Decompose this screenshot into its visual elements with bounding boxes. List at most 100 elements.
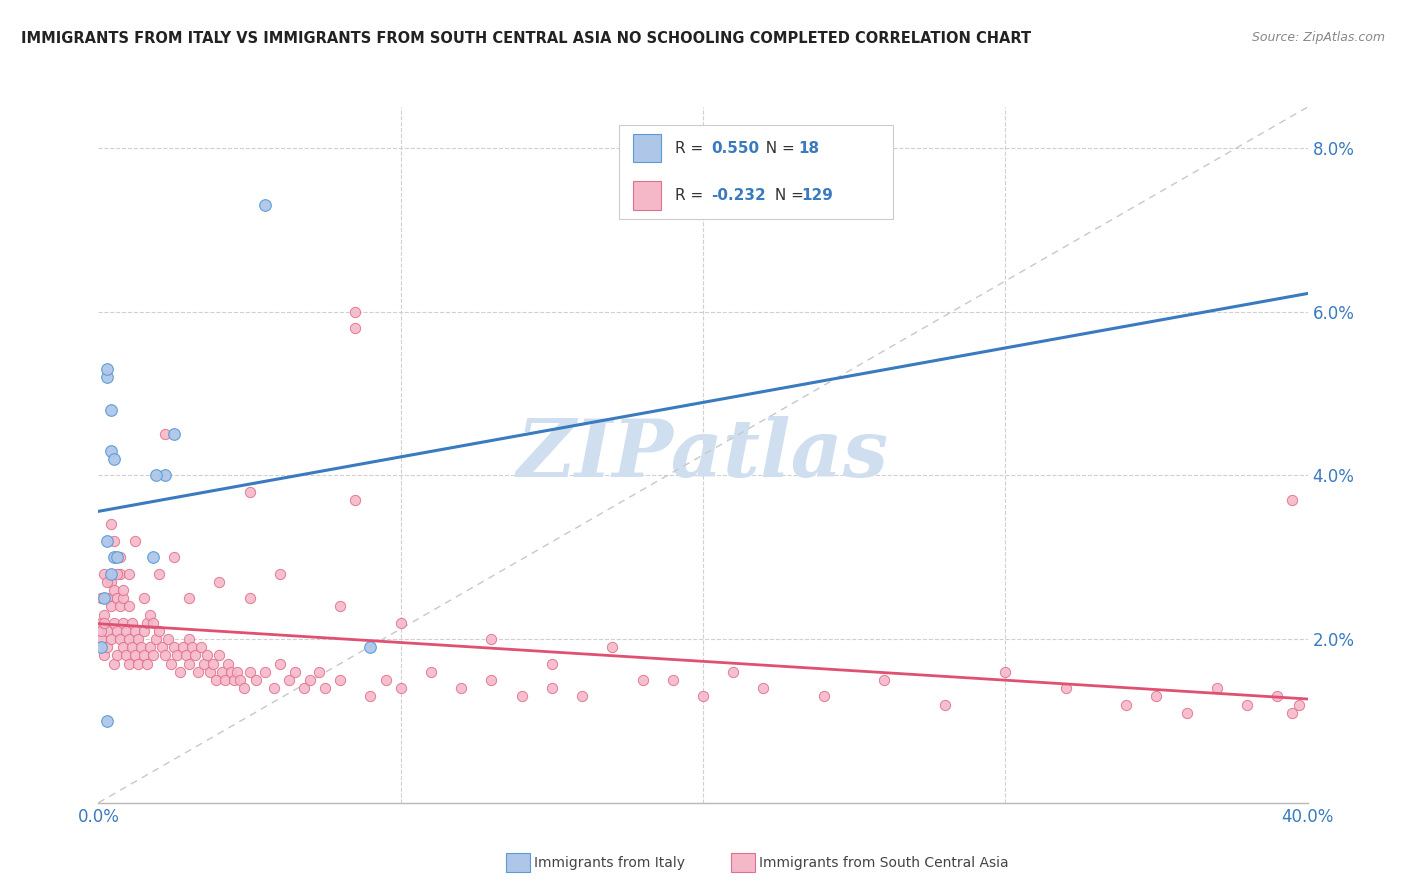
Point	[93, 566, 115, 581]
Point	[121, 615, 143, 630]
Point	[153, 468, 176, 483]
Point	[389, 681, 412, 696]
Point	[308, 665, 330, 679]
Point	[90, 591, 112, 606]
Point	[100, 517, 122, 532]
Point	[631, 673, 654, 687]
Point	[142, 550, 165, 565]
Point	[156, 632, 179, 646]
Point	[105, 550, 128, 565]
Point	[481, 632, 503, 646]
Point	[90, 624, 112, 638]
Point	[208, 648, 231, 663]
Point	[145, 632, 167, 646]
Point	[752, 681, 775, 696]
Point	[103, 615, 125, 630]
Point	[253, 665, 276, 679]
Point	[139, 607, 162, 622]
Point	[111, 615, 134, 630]
Point	[124, 648, 146, 663]
Point	[90, 640, 112, 655]
Point	[96, 591, 118, 606]
Point	[179, 657, 201, 671]
Point	[1175, 706, 1198, 720]
Point	[174, 648, 197, 663]
Point	[540, 657, 562, 671]
Point	[1206, 681, 1229, 696]
Point	[100, 566, 122, 581]
Text: -0.232: -0.232	[711, 188, 766, 202]
Point	[253, 198, 276, 212]
Text: Immigrants from Italy: Immigrants from Italy	[534, 855, 685, 870]
Point	[1115, 698, 1137, 712]
Point	[132, 648, 155, 663]
Point	[105, 591, 128, 606]
Point	[96, 533, 118, 548]
Point	[211, 665, 233, 679]
Point	[96, 574, 118, 589]
Point	[540, 681, 562, 696]
Point	[239, 591, 262, 606]
Point	[195, 648, 218, 663]
Point	[114, 648, 136, 663]
Point	[661, 673, 683, 687]
Point	[129, 640, 152, 655]
Text: 0.550: 0.550	[711, 141, 759, 155]
Point	[118, 632, 141, 646]
Point	[142, 615, 165, 630]
Point	[166, 648, 188, 663]
Point	[132, 624, 155, 638]
Point	[160, 657, 183, 671]
Point	[108, 566, 131, 581]
Point	[100, 632, 122, 646]
Point	[284, 665, 307, 679]
Point	[100, 599, 122, 614]
Text: N =: N =	[770, 188, 810, 202]
Point	[163, 427, 186, 442]
Point	[124, 624, 146, 638]
Point	[571, 690, 593, 704]
Point	[813, 690, 835, 704]
Point	[344, 492, 367, 507]
Point	[100, 403, 122, 417]
Point	[103, 657, 125, 671]
Point	[108, 632, 131, 646]
Point	[1054, 681, 1077, 696]
Point	[934, 698, 956, 712]
Point	[1281, 706, 1303, 720]
Point	[111, 591, 134, 606]
Text: ZIPatlas: ZIPatlas	[517, 417, 889, 493]
Point	[145, 468, 167, 483]
Point	[873, 673, 896, 687]
Point	[221, 665, 243, 679]
Point	[214, 673, 236, 687]
Point	[692, 690, 714, 704]
Point	[208, 574, 231, 589]
Point	[420, 665, 443, 679]
Point	[329, 673, 352, 687]
Point	[202, 657, 225, 671]
Point	[114, 624, 136, 638]
Point	[602, 640, 624, 655]
Point	[269, 566, 291, 581]
Point	[150, 640, 173, 655]
Point	[100, 574, 122, 589]
Point	[344, 321, 367, 335]
Point	[111, 582, 134, 597]
Point	[105, 624, 128, 638]
Point	[450, 681, 472, 696]
Point	[360, 690, 382, 704]
Point	[163, 550, 186, 565]
Point	[1267, 690, 1289, 704]
Point	[229, 673, 252, 687]
Point	[374, 673, 396, 687]
Point	[389, 615, 412, 630]
Point	[224, 673, 246, 687]
Point	[127, 657, 149, 671]
Point	[1288, 698, 1310, 712]
Point	[93, 615, 115, 630]
Point	[100, 443, 122, 458]
Point	[90, 632, 112, 646]
Point	[329, 599, 352, 614]
Point	[239, 665, 262, 679]
